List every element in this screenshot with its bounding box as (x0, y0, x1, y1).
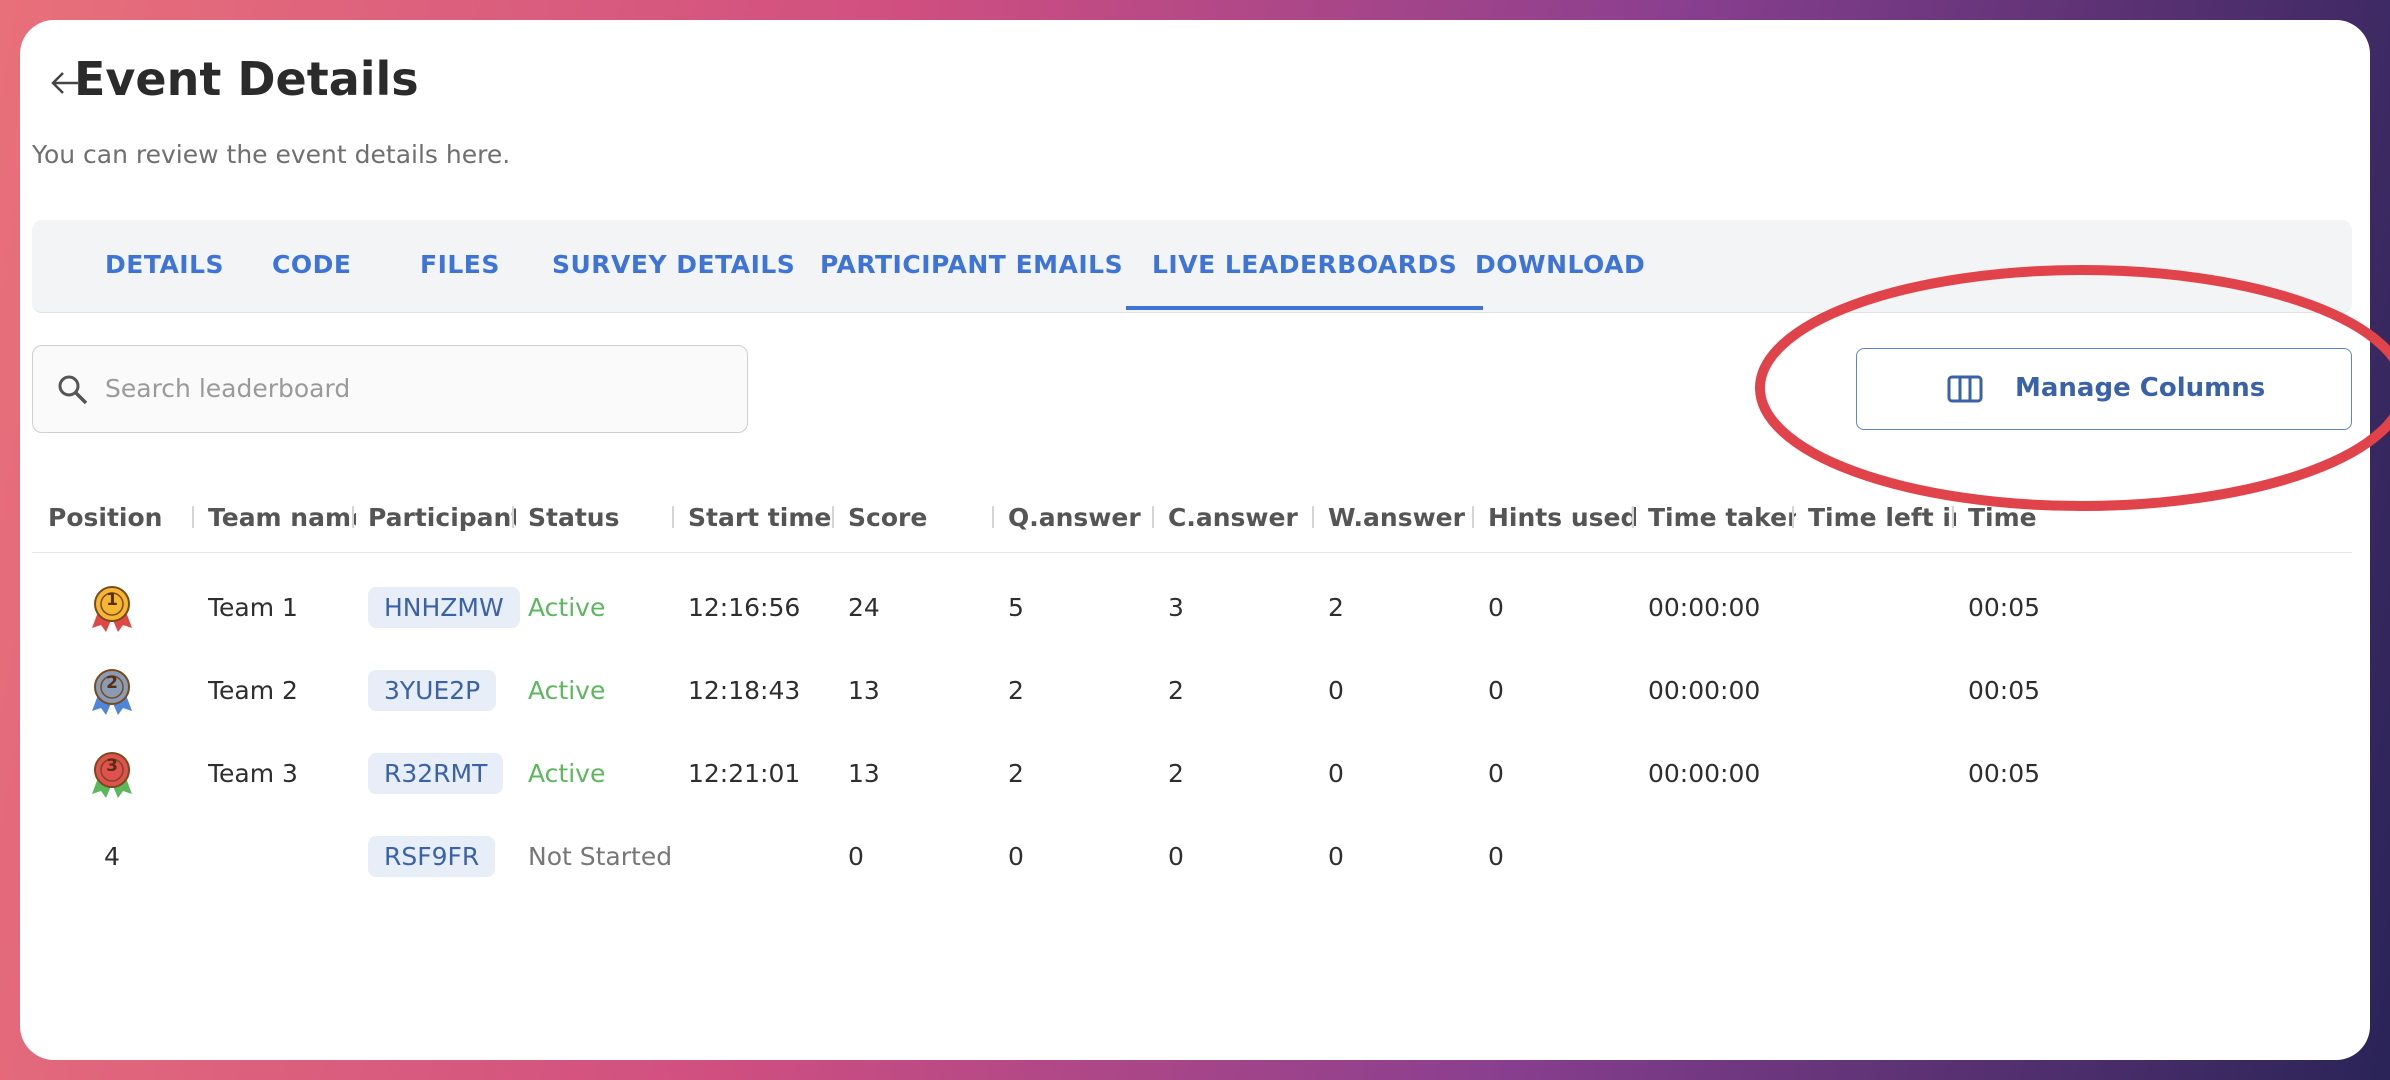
column-header: Q.answer (1008, 503, 1141, 532)
page-subtitle: You can review the event details here. (32, 140, 511, 169)
tab[interactable]: CODE (272, 250, 352, 279)
column-header: Time taken (1648, 503, 1796, 532)
code-cell: HNHZMW (368, 587, 668, 628)
tab-bar: DETAILS CODE FILES SURVEY DETAILS PARTICIPAN… (32, 220, 2352, 313)
search-box[interactable]: Search leaderboard (32, 345, 748, 433)
column-separator (352, 506, 354, 528)
column-header: Hints used (1488, 503, 1636, 532)
back-arrow[interactable] (50, 68, 80, 98)
columns-icon (1947, 375, 1983, 403)
tab[interactable]: FILES (420, 250, 500, 279)
column-separator (1312, 506, 1314, 528)
table-cell: 2 (1008, 759, 1024, 788)
table-cell: 2 (1168, 759, 1184, 788)
table-cell: 2 (1008, 676, 1024, 705)
table-cell: 00:05 (1968, 676, 2041, 705)
code-cell: 3YUE2P (368, 670, 668, 711)
table-cell: 12:18:43 (688, 676, 801, 705)
status-cell: Active (528, 759, 606, 788)
table-cell: 0 (1488, 676, 1504, 705)
column-separator (1472, 506, 1474, 528)
tab[interactable]: LIVE LEADERBOARDS (1152, 250, 1458, 279)
status-cell: Not Started (528, 842, 673, 871)
table-cell: 0 (1328, 842, 1344, 871)
table-cell: 00:00:00 (1648, 676, 1761, 705)
table-cell: Team 3 (208, 759, 298, 788)
position-cell: 4 (104, 842, 120, 871)
participant-code: HNHZMW (368, 587, 520, 628)
column-header: Time (1968, 503, 2037, 532)
table-cell: 0 (1008, 842, 1024, 871)
search-icon (58, 375, 88, 405)
table-cell: 0 (1168, 842, 1184, 871)
column-header: Position (48, 503, 163, 532)
column-separator (992, 506, 994, 528)
table-cell: 2 (1328, 593, 1344, 622)
manage-columns-label: Manage Columns (2015, 373, 2266, 403)
status-cell: Active (528, 676, 606, 705)
column-header: W.answer (1328, 503, 1465, 532)
table-cell: 13 (848, 759, 880, 788)
manage-columns-button[interactable]: Manage Columns (1856, 348, 2352, 430)
medal-icon: 1 (86, 582, 138, 634)
page-title: Event Details (74, 52, 419, 106)
table-cell: 24 (848, 593, 880, 622)
column-separator (832, 506, 834, 528)
table-cell: 0 (1488, 842, 1504, 871)
table-cell: 0 (1488, 593, 1504, 622)
column-header: Participant Code (368, 503, 516, 532)
table-cell: 12:16:56 (688, 593, 801, 622)
column-header: Status (528, 503, 620, 532)
table-cell: 5 (1008, 593, 1024, 622)
column-separator (672, 506, 674, 528)
column-separator (1792, 506, 1794, 528)
table-cell: 0 (1328, 759, 1344, 788)
active-tab-indicator (1126, 306, 1484, 310)
tab[interactable]: DETAILS (105, 250, 225, 279)
search-placeholder: Search leaderboard (105, 374, 351, 403)
tab[interactable]: SURVEY DETAILS (552, 250, 796, 279)
column-separator (512, 506, 514, 528)
status-cell: Active (528, 593, 606, 622)
column-header: Team name (208, 503, 356, 532)
column-separator (1952, 506, 1954, 528)
header-divider (32, 552, 2352, 553)
table-cell: 0 (848, 842, 864, 871)
table-cell: 00:05 (1968, 593, 2041, 622)
table-cell: 00:00:00 (1648, 759, 1761, 788)
participant-code: R32RMT (368, 753, 504, 794)
table-cell: 0 (1328, 676, 1344, 705)
medal-number: 1 (106, 590, 118, 610)
table-cell: Team 1 (208, 593, 298, 622)
column-header: Score (848, 503, 928, 532)
table-cell: 00:00:00 (1648, 593, 1761, 622)
medal-icon: 3 (86, 748, 138, 800)
card: Event Details You can review the event d… (20, 20, 2370, 1060)
code-cell: R32RMT (368, 753, 668, 794)
table-cell: 2 (1168, 676, 1184, 705)
leaderboard-table: Position Team name Participant Code Status S… (32, 470, 2352, 890)
participant-code: 3YUE2P (368, 670, 497, 711)
table-cell: Team 2 (208, 676, 298, 705)
table-cell: 0 (1488, 759, 1504, 788)
medal-number: 2 (106, 673, 118, 693)
column-separator (1152, 506, 1154, 528)
table-cell: 00:05 (1968, 759, 2041, 788)
code-cell: RSF9FR (368, 836, 668, 877)
column-header: C.answer (1168, 503, 1298, 532)
table-cell: 13 (848, 676, 880, 705)
column-header: Time left in (1808, 503, 1956, 532)
table-cell: 12:21:01 (688, 759, 801, 788)
column-separator (1632, 506, 1634, 528)
column-header: Start time (688, 503, 832, 532)
tab[interactable]: PARTICIPANT EMAILS (820, 250, 1124, 279)
participant-code: RSF9FR (368, 836, 496, 877)
medal-number: 3 (106, 756, 118, 776)
table-cell: 3 (1168, 593, 1184, 622)
tab[interactable]: DOWNLOAD (1475, 250, 1646, 279)
medal-icon: 2 (86, 665, 138, 717)
column-separator (192, 506, 194, 528)
